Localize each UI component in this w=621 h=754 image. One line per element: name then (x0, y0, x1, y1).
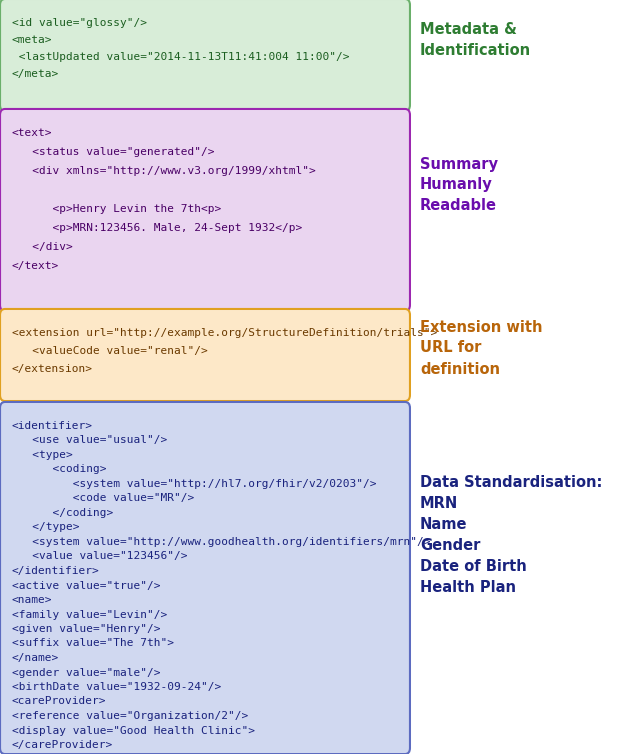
Text: <div xmlns="http://www.v3.org/1999/xhtml">: <div xmlns="http://www.v3.org/1999/xhtml… (12, 166, 315, 176)
Text: <type>: <type> (12, 450, 73, 460)
Text: </coding>: </coding> (12, 508, 113, 518)
Text: <text>: <text> (12, 128, 53, 138)
Text: <given value="Henry"/>: <given value="Henry"/> (12, 624, 160, 634)
Text: <display value="Good Health Clinic">: <display value="Good Health Clinic"> (12, 725, 255, 735)
Text: Extension with
URL for
definition: Extension with URL for definition (420, 320, 543, 376)
Text: <system value="http://hl7.org/fhir/v2/0203"/>: <system value="http://hl7.org/fhir/v2/02… (12, 479, 376, 489)
Text: <gender value="male"/>: <gender value="male"/> (12, 667, 160, 678)
Text: </extension>: </extension> (12, 364, 93, 374)
Text: <status value="generated"/>: <status value="generated"/> (12, 147, 214, 157)
Text: <identifier>: <identifier> (12, 421, 93, 431)
Text: </type>: </type> (12, 523, 79, 532)
Text: <careProvider>: <careProvider> (12, 697, 106, 706)
Text: Metadata &
Identification: Metadata & Identification (420, 22, 531, 58)
Text: Summary
Humanly
Readable: Summary Humanly Readable (420, 157, 498, 213)
Text: <family value="Levin"/>: <family value="Levin"/> (12, 609, 167, 620)
Text: <meta>: <meta> (12, 35, 53, 45)
Text: </text>: </text> (12, 261, 59, 271)
Text: <extension url="http://example.org/StructureDefinition/trials">: <extension url="http://example.org/Struc… (12, 328, 437, 338)
Text: </name>: </name> (12, 653, 59, 663)
Text: <reference value="Organization/2"/>: <reference value="Organization/2"/> (12, 711, 248, 721)
Text: <code value="MR"/>: <code value="MR"/> (12, 494, 194, 504)
Text: <p>MRN:123456. Male, 24-Sept 1932</p>: <p>MRN:123456. Male, 24-Sept 1932</p> (12, 223, 302, 233)
Text: <lastUpdated value="2014-11-13T11:41:004 11:00"/>: <lastUpdated value="2014-11-13T11:41:004… (12, 52, 350, 62)
FancyBboxPatch shape (0, 309, 410, 401)
FancyBboxPatch shape (0, 109, 410, 311)
Text: <suffix value="The 7th">: <suffix value="The 7th"> (12, 639, 174, 648)
Text: <use value="usual"/>: <use value="usual"/> (12, 436, 167, 446)
Text: </meta>: </meta> (12, 69, 59, 79)
Text: <value value="123456"/>: <value value="123456"/> (12, 551, 188, 562)
Text: <p>Henry Levin the 7th<p>: <p>Henry Levin the 7th<p> (12, 204, 221, 214)
Text: <id value="glossy"/>: <id value="glossy"/> (12, 18, 147, 28)
Text: </div>: </div> (12, 242, 73, 252)
Text: <coding>: <coding> (12, 464, 106, 474)
FancyBboxPatch shape (0, 402, 410, 754)
Text: <name>: <name> (12, 595, 53, 605)
Text: </careProvider>: </careProvider> (12, 740, 113, 750)
Text: </identifier>: </identifier> (12, 566, 100, 576)
Text: <valueCode value="renal"/>: <valueCode value="renal"/> (12, 346, 208, 356)
Text: <active value="true"/>: <active value="true"/> (12, 581, 160, 590)
FancyBboxPatch shape (0, 0, 410, 111)
Text: <system value="http://www.goodhealth.org/identifiers/mrn"/>: <system value="http://www.goodhealth.org… (12, 537, 430, 547)
Text: Data Standardisation:
MRN
Name
Gender
Date of Birth
Health Plan: Data Standardisation: MRN Name Gender Da… (420, 475, 602, 595)
Text: <birthDate value="1932-09-24"/>: <birthDate value="1932-09-24"/> (12, 682, 221, 692)
